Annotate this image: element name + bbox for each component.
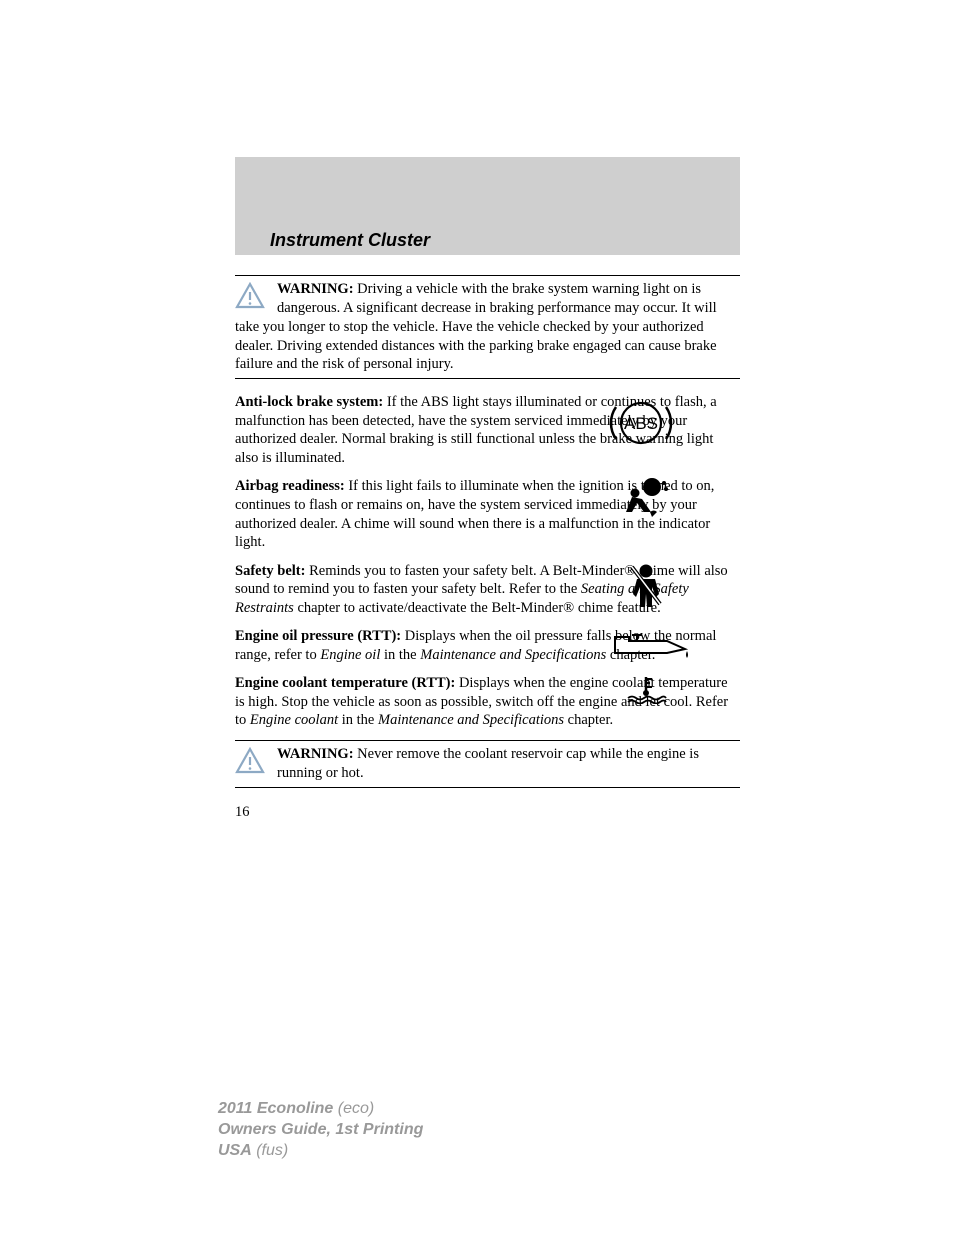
footer: 2011 Econoline (eco) Owners Guide, 1st P…: [218, 1099, 423, 1161]
section-title: Instrument Cluster: [270, 230, 430, 251]
warning-text: WARNING: Driving a vehicle with the brak…: [235, 280, 740, 374]
safetybelt-item: Safety belt: Reminds you to fasten your …: [235, 562, 740, 618]
footer-model: 2011 Econoline: [218, 1100, 333, 1117]
warning-label: WARNING:: [277, 281, 354, 297]
footer-region: USA: [218, 1142, 252, 1159]
airbag-item: Airbag readiness: If this light fails to…: [235, 477, 740, 551]
coolant-temp-icon: [622, 674, 670, 709]
warning-brake-system: WARNING: Driving a vehicle with the brak…: [235, 275, 740, 379]
abs-icon: ABS: [602, 397, 680, 454]
warning-label: WARNING:: [277, 746, 354, 762]
page-content: WARNING: Driving a vehicle with the brak…: [235, 275, 740, 821]
page-number: 16: [235, 804, 740, 821]
warning-text: WARNING: Never remove the coolant reserv…: [235, 745, 740, 783]
warning-coolant-cap: WARNING: Never remove the coolant reserv…: [235, 740, 740, 788]
airbag-icon: [622, 477, 670, 526]
seatbelt-icon: [622, 562, 670, 617]
warning-icon: [235, 747, 265, 775]
warning-icon: [235, 282, 265, 310]
oil-icon: [607, 631, 695, 666]
coolant-item: Engine coolant temperature (RTT): Displa…: [235, 674, 740, 730]
footer-guide: Owners Guide, 1st Printing: [218, 1120, 423, 1141]
oil-item: Engine oil pressure (RTT): Displays when…: [235, 627, 740, 664]
svg-text:ABS: ABS: [624, 414, 658, 433]
abs-item: ABS Anti-lock brake system: If the ABS l…: [235, 393, 740, 467]
